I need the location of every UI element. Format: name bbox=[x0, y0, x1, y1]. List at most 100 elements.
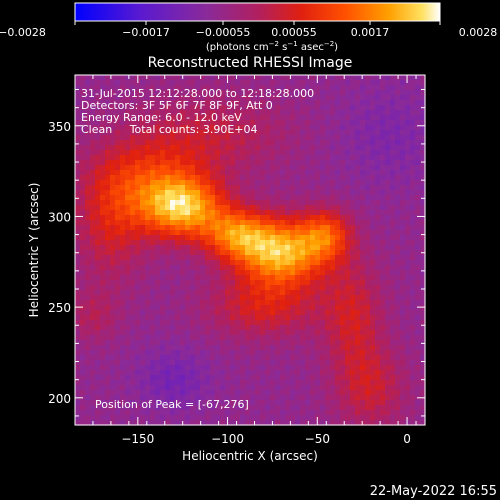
heatmap-pixel bbox=[100, 375, 106, 381]
heatmap-pixel bbox=[155, 360, 161, 366]
heatmap-pixel bbox=[265, 265, 271, 271]
heatmap-pixel bbox=[180, 410, 186, 416]
heatmap-pixel bbox=[320, 255, 326, 261]
heatmap-pixel bbox=[150, 305, 156, 311]
heatmap-pixel bbox=[260, 200, 266, 206]
heatmap-pixel bbox=[170, 135, 176, 141]
heatmap-pixel bbox=[170, 250, 176, 256]
heatmap-pixel bbox=[185, 110, 191, 116]
heatmap-pixel bbox=[295, 255, 301, 261]
heatmap-pixel bbox=[120, 325, 126, 331]
heatmap-pixel bbox=[280, 310, 286, 316]
heatmap-pixel bbox=[220, 205, 226, 211]
heatmap-pixel bbox=[200, 100, 206, 106]
heatmap-pixel bbox=[75, 325, 81, 331]
heatmap-pixel bbox=[265, 315, 271, 321]
heatmap-pixel bbox=[275, 290, 281, 296]
heatmap-pixel bbox=[380, 305, 386, 311]
heatmap-pixel bbox=[305, 190, 311, 196]
heatmap-pixel bbox=[365, 75, 371, 81]
heatmap-pixel bbox=[120, 395, 126, 401]
heatmap-pixel bbox=[320, 145, 326, 151]
heatmap-pixel bbox=[110, 90, 116, 96]
heatmap-pixel bbox=[140, 145, 146, 151]
heatmap-pixel bbox=[255, 150, 261, 156]
heatmap-pixel bbox=[105, 320, 111, 326]
heatmap-pixel bbox=[375, 135, 381, 141]
heatmap-pixel bbox=[405, 215, 411, 221]
heatmap-pixel bbox=[230, 310, 236, 316]
heatmap-pixel bbox=[410, 385, 416, 391]
heatmap-pixel bbox=[160, 385, 166, 391]
heatmap-pixel bbox=[210, 375, 216, 381]
heatmap-pixel bbox=[350, 220, 356, 226]
heatmap-pixel bbox=[105, 365, 111, 371]
heatmap-pixel bbox=[165, 410, 171, 416]
heatmap-pixel bbox=[225, 360, 231, 366]
heatmap-pixel bbox=[375, 190, 381, 196]
heatmap-pixel bbox=[275, 230, 281, 236]
heatmap-pixel bbox=[400, 100, 406, 106]
heatmap-pixel bbox=[80, 220, 86, 226]
heatmap-pixel bbox=[100, 120, 106, 126]
heatmap-pixel bbox=[250, 270, 256, 276]
heatmap-pixel bbox=[390, 195, 396, 201]
heatmap-pixel bbox=[170, 100, 176, 106]
heatmap-pixel bbox=[330, 285, 336, 291]
heatmap-pixel bbox=[395, 255, 401, 261]
heatmap-pixel bbox=[205, 285, 211, 291]
heatmap-pixel bbox=[155, 215, 161, 221]
heatmap-pixel bbox=[340, 265, 346, 271]
heatmap-pixel bbox=[310, 245, 316, 251]
heatmap-pixel bbox=[405, 160, 411, 166]
heatmap-pixel bbox=[405, 180, 411, 186]
heatmap-pixel bbox=[225, 120, 231, 126]
heatmap-pixel bbox=[280, 220, 286, 226]
heatmap-pixel bbox=[140, 375, 146, 381]
heatmap-pixel bbox=[375, 360, 381, 366]
heatmap-pixel bbox=[335, 275, 341, 281]
heatmap-pixel bbox=[330, 370, 336, 376]
heatmap-pixel bbox=[200, 320, 206, 326]
heatmap-pixel bbox=[130, 325, 136, 331]
heatmap-pixel bbox=[420, 405, 426, 411]
heatmap-pixel bbox=[215, 420, 221, 426]
heatmap-pixel bbox=[385, 255, 391, 261]
heatmap-pixel bbox=[115, 205, 121, 211]
heatmap-pixel bbox=[175, 420, 181, 426]
heatmap-pixel bbox=[395, 370, 401, 376]
heatmap-pixel bbox=[165, 235, 171, 241]
heatmap-pixel bbox=[270, 105, 276, 111]
heatmap-pixel bbox=[130, 85, 136, 91]
heatmap-pixel bbox=[95, 345, 101, 351]
heatmap-pixel bbox=[360, 170, 366, 176]
heatmap-pixel bbox=[230, 255, 236, 261]
heatmap-pixel bbox=[245, 240, 251, 246]
heatmap-pixel bbox=[180, 195, 186, 201]
heatmap-pixel bbox=[155, 140, 161, 146]
heatmap-pixel bbox=[175, 260, 181, 266]
heatmap-pixel bbox=[400, 90, 406, 96]
heatmap-pixel bbox=[205, 240, 211, 246]
heatmap-pixel bbox=[90, 290, 96, 296]
heatmap-pixel bbox=[100, 165, 106, 171]
heatmap-pixel bbox=[185, 330, 191, 336]
heatmap-pixel bbox=[120, 240, 126, 246]
heatmap-pixel bbox=[215, 345, 221, 351]
heatmap-pixel bbox=[400, 210, 406, 216]
heatmap-pixel bbox=[380, 170, 386, 176]
heatmap-pixel bbox=[125, 350, 131, 356]
heatmap-pixel bbox=[90, 200, 96, 206]
heatmap-pixel bbox=[105, 75, 111, 81]
heatmap-pixel bbox=[290, 235, 296, 241]
heatmap-pixel bbox=[140, 335, 146, 341]
heatmap-pixel bbox=[95, 145, 101, 151]
heatmap-pixel bbox=[260, 205, 266, 211]
heatmap-pixel bbox=[230, 140, 236, 146]
heatmap-pixel bbox=[235, 165, 241, 171]
heatmap-pixel bbox=[230, 100, 236, 106]
heatmap-pixel bbox=[360, 290, 366, 296]
heatmap-pixel bbox=[260, 225, 266, 231]
heatmap-pixel bbox=[160, 110, 166, 116]
heatmap-pixel bbox=[375, 420, 381, 426]
